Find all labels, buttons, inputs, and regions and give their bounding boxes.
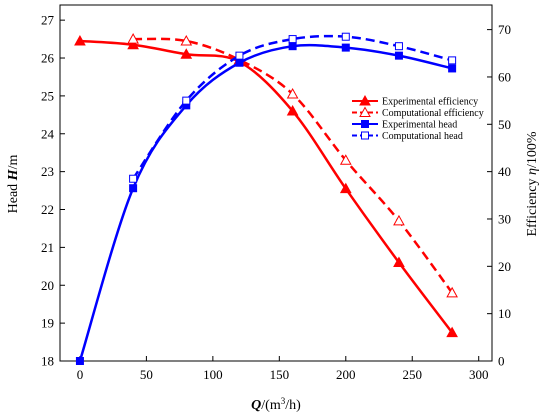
legend-marker	[359, 94, 371, 106]
left-y-tick-label: 27	[41, 13, 55, 28]
data-point	[180, 48, 193, 59]
data-point	[74, 34, 86, 46]
left-y-tick-label: 25	[41, 88, 54, 103]
series-experimental-efficiency	[74, 34, 458, 338]
data-point	[235, 51, 244, 60]
x-tick-label: 250	[402, 367, 422, 382]
data-point	[393, 256, 405, 268]
data-point	[341, 32, 350, 41]
data-point	[394, 51, 403, 60]
left-y-tick-label: 18	[41, 354, 54, 369]
left-y-tick-label: 21	[41, 240, 54, 255]
right-y-tick-label: 20	[498, 259, 511, 274]
legend-marker	[361, 120, 369, 128]
legend-item: Experimental efficiency	[352, 94, 478, 108]
x-tick-label: 0	[77, 367, 84, 382]
left-y-tick-label: 22	[41, 202, 54, 217]
x-tick-label: 100	[203, 367, 223, 382]
legend-label: Experimental efficiency	[382, 97, 478, 108]
right-y-tick-label: 40	[498, 164, 511, 179]
right-y-tick-label: 50	[498, 117, 511, 132]
data-point	[393, 214, 405, 226]
data-point	[127, 38, 139, 50]
series-line	[78, 43, 453, 362]
legend-item: Computational head	[352, 131, 463, 142]
data-point	[127, 33, 139, 44]
data-point	[288, 35, 297, 44]
data-point	[394, 42, 403, 51]
data-point	[339, 154, 352, 165]
data-point	[180, 34, 193, 46]
legend-label: Experimental head	[382, 120, 457, 131]
data-point	[341, 43, 350, 52]
data-point	[288, 42, 297, 51]
tick-marks	[60, 19, 492, 362]
legend-marker	[361, 131, 369, 140]
x-tick-label: 200	[336, 367, 356, 382]
data-point	[129, 174, 138, 183]
legend-label: Computational head	[382, 131, 463, 142]
x-tick-label: 300	[469, 367, 489, 382]
x-axis-title: Q/(m3/h)	[251, 396, 301, 413]
data-point	[286, 105, 299, 116]
data-point	[235, 58, 244, 67]
series-line	[133, 37, 454, 294]
legend-label: Computational efficiency	[382, 108, 484, 119]
right-y-tick-label: 10	[498, 306, 511, 321]
right-y-tick-label: 30	[498, 211, 511, 226]
legend-item: Experimental head	[352, 120, 457, 131]
plot-frame	[59, 4, 493, 362]
legend-marker	[359, 106, 371, 117]
left-y-tick-label: 19	[41, 316, 54, 331]
left-y-tick-label: 26	[41, 51, 55, 66]
data-point	[75, 357, 84, 365]
right-y-tick-labels: 0 10 20 30 40 50 60 70	[498, 22, 511, 368]
series-computational-head	[129, 32, 457, 183]
right-y-tick-label: 70	[498, 22, 511, 37]
right-y-tick-label: 0	[498, 354, 505, 369]
right-y-tick-label: 60	[498, 69, 511, 84]
data-point	[446, 286, 458, 298]
x-tick-labels: 0 50 100 150 200 250 300	[77, 367, 489, 382]
series-computational-efficiency	[127, 33, 458, 298]
series-experimental-head	[75, 42, 457, 365]
x-tick-label: 50	[140, 367, 153, 382]
data-point	[446, 326, 458, 338]
data-point	[339, 182, 352, 194]
right-y-axis-title: Efficiency η/100%	[525, 131, 540, 236]
left-y-tick-label: 23	[41, 164, 54, 179]
data-point	[286, 87, 299, 99]
left-y-axis-title: Head H/m	[6, 155, 21, 214]
series-layer	[74, 32, 458, 365]
left-y-tick-labels: 18 19 20 21 22 23 24 25 26 27	[41, 13, 55, 369]
left-y-tick-label: 20	[41, 278, 54, 293]
left-y-tick-label: 24	[41, 126, 55, 141]
data-point	[182, 96, 191, 105]
data-point	[129, 184, 138, 193]
data-point	[448, 64, 457, 73]
x-tick-label: 150	[270, 367, 290, 382]
legend-item: Computational efficiency	[352, 106, 484, 119]
data-point	[448, 56, 457, 65]
